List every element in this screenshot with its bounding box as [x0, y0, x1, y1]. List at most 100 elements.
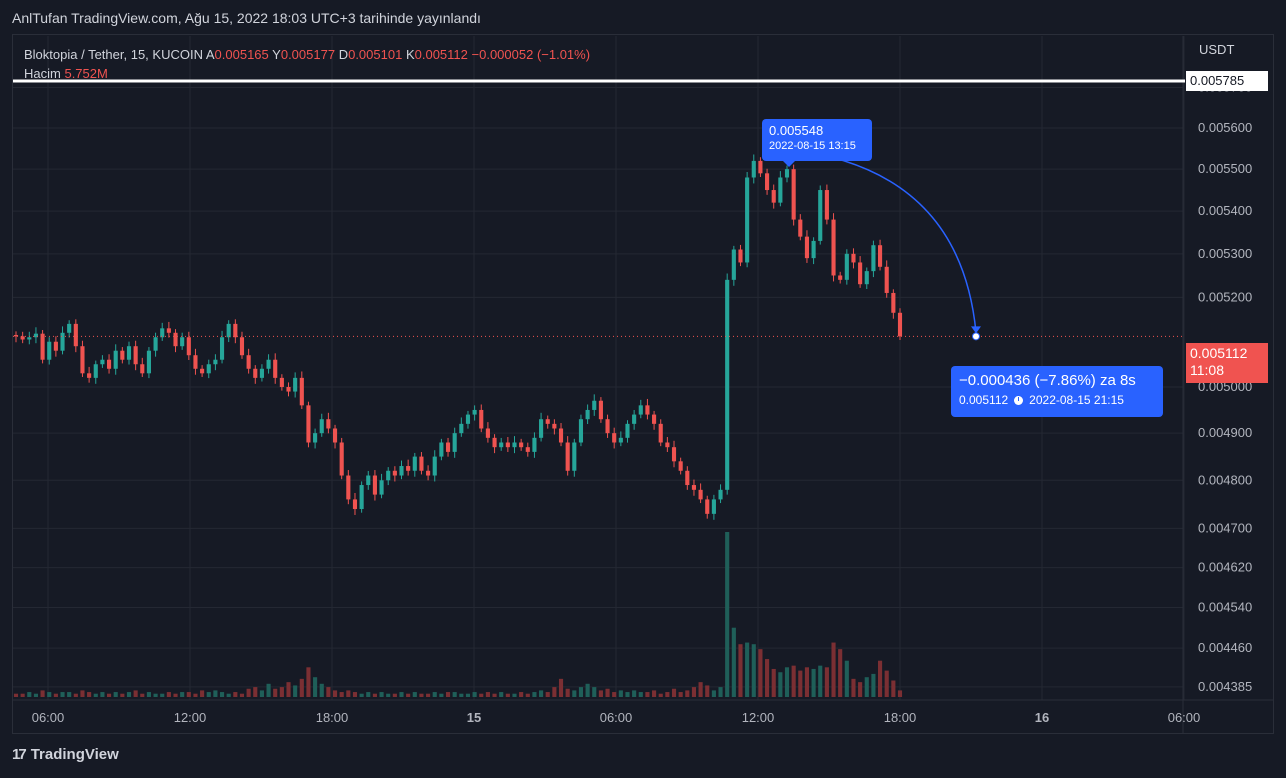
candle-body [293, 377, 298, 392]
y-tick-label: 0.005300 [1198, 246, 1252, 261]
volume-bar [685, 690, 690, 697]
candle-body [160, 328, 165, 338]
volume-bar [306, 667, 311, 697]
candle-body [47, 341, 52, 360]
volume-bar [27, 692, 32, 697]
candle-body [598, 400, 603, 420]
candle-body [731, 249, 736, 280]
volume-bar [778, 672, 783, 697]
volume-legend: Hacim 5.752M [24, 66, 108, 81]
candle-body [625, 423, 630, 438]
candle-body [678, 461, 683, 471]
candle-body [505, 442, 510, 448]
volume-bar [618, 690, 623, 697]
volume-bar [419, 693, 424, 697]
candle-body [93, 364, 98, 378]
symbol-name[interactable]: Bloktopia / Tether, 15, KUCOIN [24, 47, 203, 62]
high-label: Y [272, 47, 281, 62]
volume-bar [804, 667, 810, 697]
candle-body [279, 377, 284, 387]
candle-body [392, 470, 397, 476]
volume-bar [811, 668, 816, 697]
y-tick-label: 0.004620 [1198, 560, 1252, 575]
candle-body [219, 337, 225, 360]
candle-body [638, 405, 643, 415]
candle-body [133, 346, 138, 365]
volume-bar [60, 692, 65, 697]
volume-bar [485, 692, 490, 697]
volume-bar [665, 692, 670, 697]
volume-bar [578, 687, 584, 697]
candle-body [326, 419, 331, 429]
measure-tooltip[interactable]: −0.000436 (−7.86%) za 8s 0.005112 2022-0… [951, 366, 1163, 417]
volume-bar [67, 692, 72, 697]
candle-body [412, 456, 417, 471]
candle-body [246, 355, 251, 369]
candle-body [445, 442, 451, 452]
volume-bar [625, 692, 630, 697]
volume-bar [233, 692, 238, 697]
peak-time-value: 2022-08-15 13:15 [769, 140, 856, 152]
volume-bar [512, 693, 517, 697]
close-value: 0.005112 [414, 47, 468, 62]
candle-body [73, 323, 78, 347]
volume-bar [219, 692, 225, 697]
volume-label[interactable]: Hacim [24, 66, 61, 81]
countdown-value: 11:08 [1190, 362, 1224, 378]
volume-bar [452, 692, 457, 697]
volume-bar [166, 692, 171, 697]
y-tick-label: 0.004900 [1198, 425, 1252, 440]
currency-label[interactable]: USDT [1199, 42, 1235, 57]
candle-body [612, 433, 617, 443]
volume-bar [751, 644, 756, 697]
candle-body [838, 275, 843, 280]
volume-bar [120, 693, 125, 697]
volume-bar [332, 690, 338, 697]
y-axis: 0.0057000.0056000.0055000.0054000.005300… [1198, 80, 1252, 694]
volume-bar [678, 692, 683, 697]
volume-bar [572, 690, 577, 697]
volume-bar [379, 692, 384, 697]
candle-body [798, 219, 803, 237]
candle-body [811, 240, 816, 259]
peak-price-tooltip[interactable]: 0.005548 2022-08-15 13:15 [762, 119, 872, 167]
volume-bar [326, 687, 331, 697]
candle-body [439, 442, 444, 457]
candle-body [200, 368, 205, 374]
x-tick-label: 18:00 [316, 710, 349, 725]
volume-bar [299, 678, 304, 697]
candle-body [884, 266, 889, 293]
volume-bar [180, 692, 185, 697]
candle-body [871, 245, 876, 272]
measure-time-value: 2022-08-15 21:15 [1029, 393, 1124, 407]
candle-body [346, 475, 351, 500]
candle-body [60, 332, 65, 351]
volume-bar [246, 688, 251, 697]
candle-body [332, 428, 338, 443]
candle-body [153, 337, 158, 351]
volume-bar [612, 692, 617, 697]
volume-bar [319, 683, 324, 697]
volume-bar [605, 688, 610, 697]
volume-bar [638, 692, 643, 697]
volume-bar [765, 659, 770, 697]
volume-bar [798, 670, 803, 697]
y-tick-label: 0.005400 [1198, 203, 1252, 218]
volume-bar [93, 693, 98, 697]
low-value: 0.005101 [348, 47, 403, 62]
candle-body [877, 245, 883, 267]
tradingview-brand: TradingView [30, 746, 119, 763]
candle-body [146, 350, 151, 374]
volume-bar [206, 692, 211, 697]
candle-body [844, 253, 849, 280]
last-price-tag: 0.005112 11:08 [1186, 343, 1268, 383]
volume-bar [791, 665, 796, 697]
candle-body [472, 409, 477, 415]
volume-bar [552, 687, 557, 697]
tradingview-footer[interactable]: 17 TradingView [12, 746, 119, 763]
volume-bar [406, 693, 411, 697]
candle-body [259, 368, 264, 378]
volume-bar [864, 677, 869, 697]
volume-bar [372, 693, 377, 697]
candle-body [745, 177, 750, 263]
